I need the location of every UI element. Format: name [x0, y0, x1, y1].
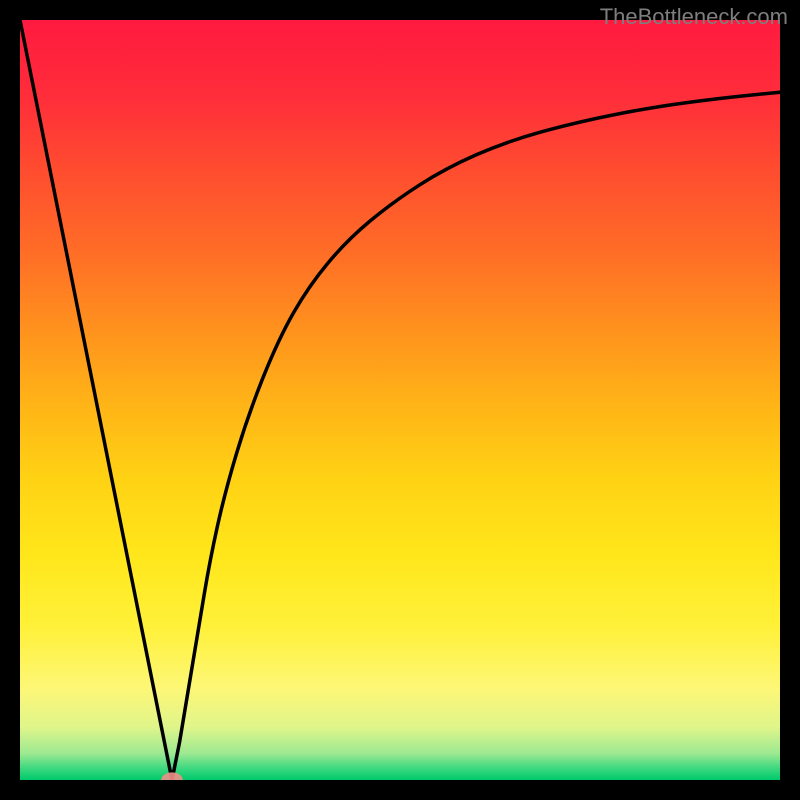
frame [780, 0, 800, 800]
chart-container: TheBottleneck.com [0, 0, 800, 800]
frame [0, 780, 800, 800]
plot-background [20, 20, 780, 780]
frame [0, 0, 800, 20]
bottleneck-chart [0, 0, 800, 800]
frame [0, 0, 20, 800]
